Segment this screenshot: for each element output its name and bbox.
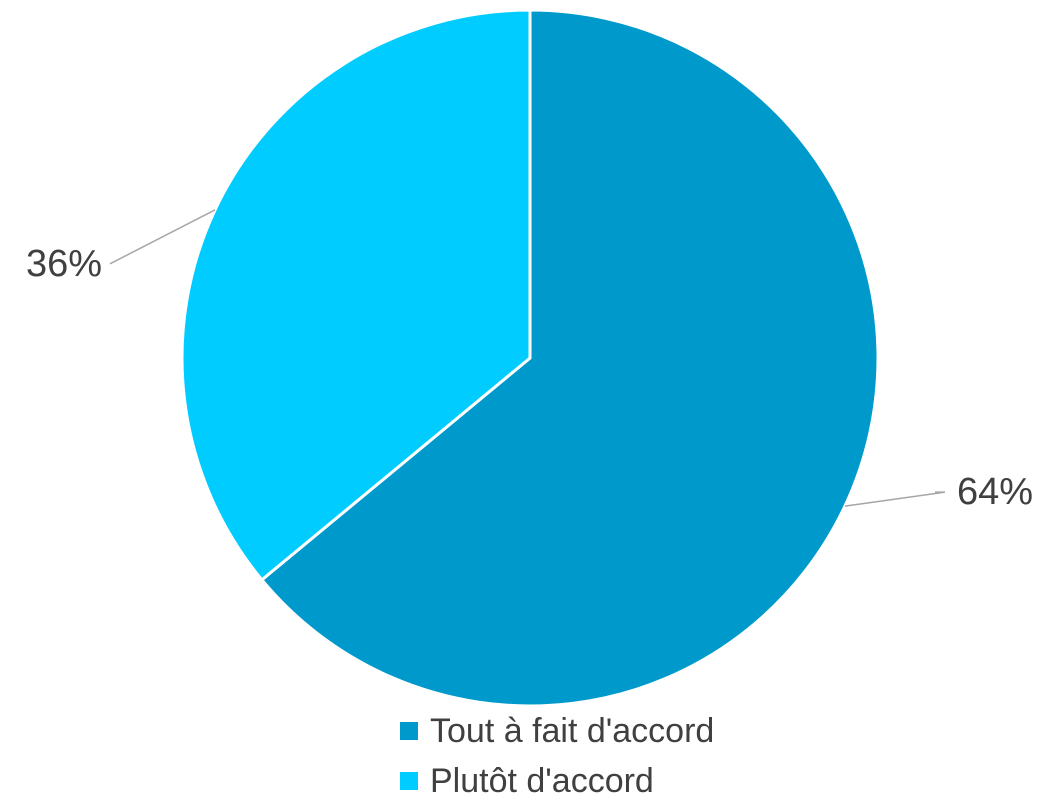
legend-swatch: [400, 722, 418, 740]
legend: Tout à fait d'accord Plutôt d'accord: [400, 706, 714, 806]
pie-slice: [180, 8, 532, 582]
legend-label: Tout à fait d'accord: [430, 711, 715, 750]
legend-item-tout-a-fait: Tout à fait d'accord: [400, 706, 714, 756]
leader-line: [844, 491, 946, 507]
legend-swatch: [400, 772, 418, 790]
legend-item-plutot: Plutôt d'accord: [400, 756, 714, 806]
data-labels: 64% 36%: [26, 243, 1033, 513]
data-label: 36%: [26, 243, 102, 285]
pie-slice: [259, 8, 880, 708]
data-label: 64%: [957, 471, 1033, 513]
legend-label: Plutôt d'accord: [430, 761, 654, 800]
leader-lines: [109, 209, 946, 507]
pie-slices: [180, 8, 880, 708]
leader-line: [109, 209, 216, 265]
